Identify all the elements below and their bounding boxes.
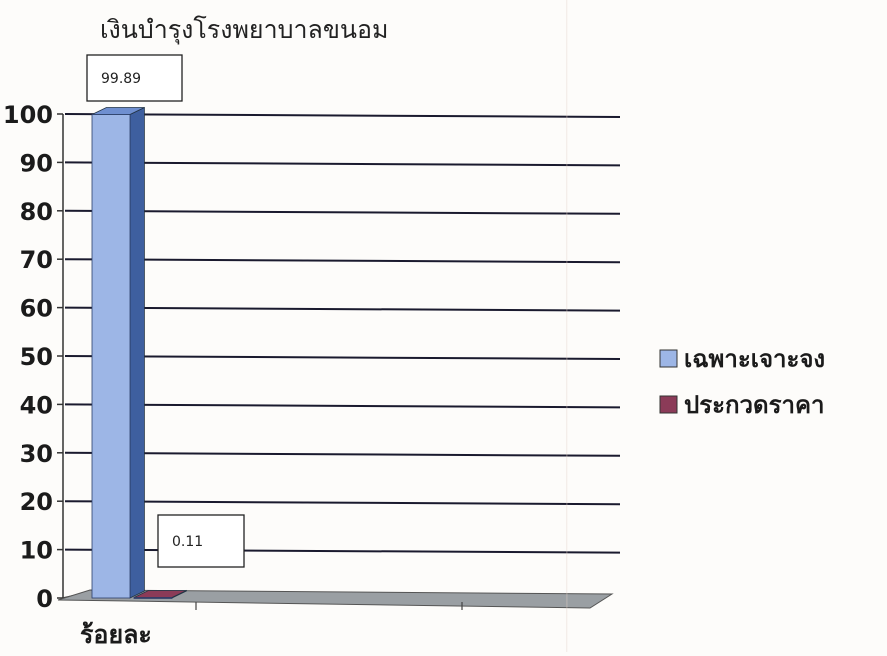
x-axis-labels: ร้อยละ [80,620,152,649]
gridline [64,548,621,554]
chart-floor [57,589,614,610]
x-category-label: ร้อยละ [80,620,152,649]
gridline [64,258,621,264]
gridline [64,451,621,457]
y-tick-label: 40 [20,391,53,419]
y-tick-label: 60 [20,295,53,323]
y-tick-label: 70 [20,246,53,274]
y-tick-label: 20 [20,488,53,516]
legend-label: ประกวดราคา [684,391,825,419]
gridline [64,500,621,506]
legend-swatch [659,349,678,368]
floor [57,589,614,609]
y-tick-label: 90 [20,149,53,177]
legend-label: เฉพาะเจาะจง [684,345,825,373]
bar [91,114,131,599]
legend-swatch [659,395,678,414]
bar [133,597,173,599]
data-label: 0.11 [172,534,203,550]
y-tick-label: 50 [20,343,53,371]
y-tick-label: 30 [20,440,53,468]
data-label: 99.89 [101,71,141,87]
gridline [64,161,621,167]
bar-side [129,106,145,599]
y-tick-label: 100 [3,101,53,129]
data-labels: 99.89 0.11 [86,54,245,568]
gridline [64,403,621,409]
chart-title: เงินบำรุงโรงพยาบาลขนอม [100,15,389,45]
gridline [64,209,621,215]
data-label-box [157,514,245,568]
y-tick-label: 80 [20,198,53,226]
data-label-box [86,54,183,102]
gridlines [64,113,621,554]
y-tick-label: 10 [20,537,53,565]
y-tick-label: 0 [36,585,53,613]
gridline [64,355,621,360]
gridline [64,113,621,118]
y-axis: 0 10 20 30 40 50 60 70 80 90 100 [3,101,96,613]
gridline [64,306,621,312]
bars [91,106,187,599]
page-fold [566,0,568,652]
